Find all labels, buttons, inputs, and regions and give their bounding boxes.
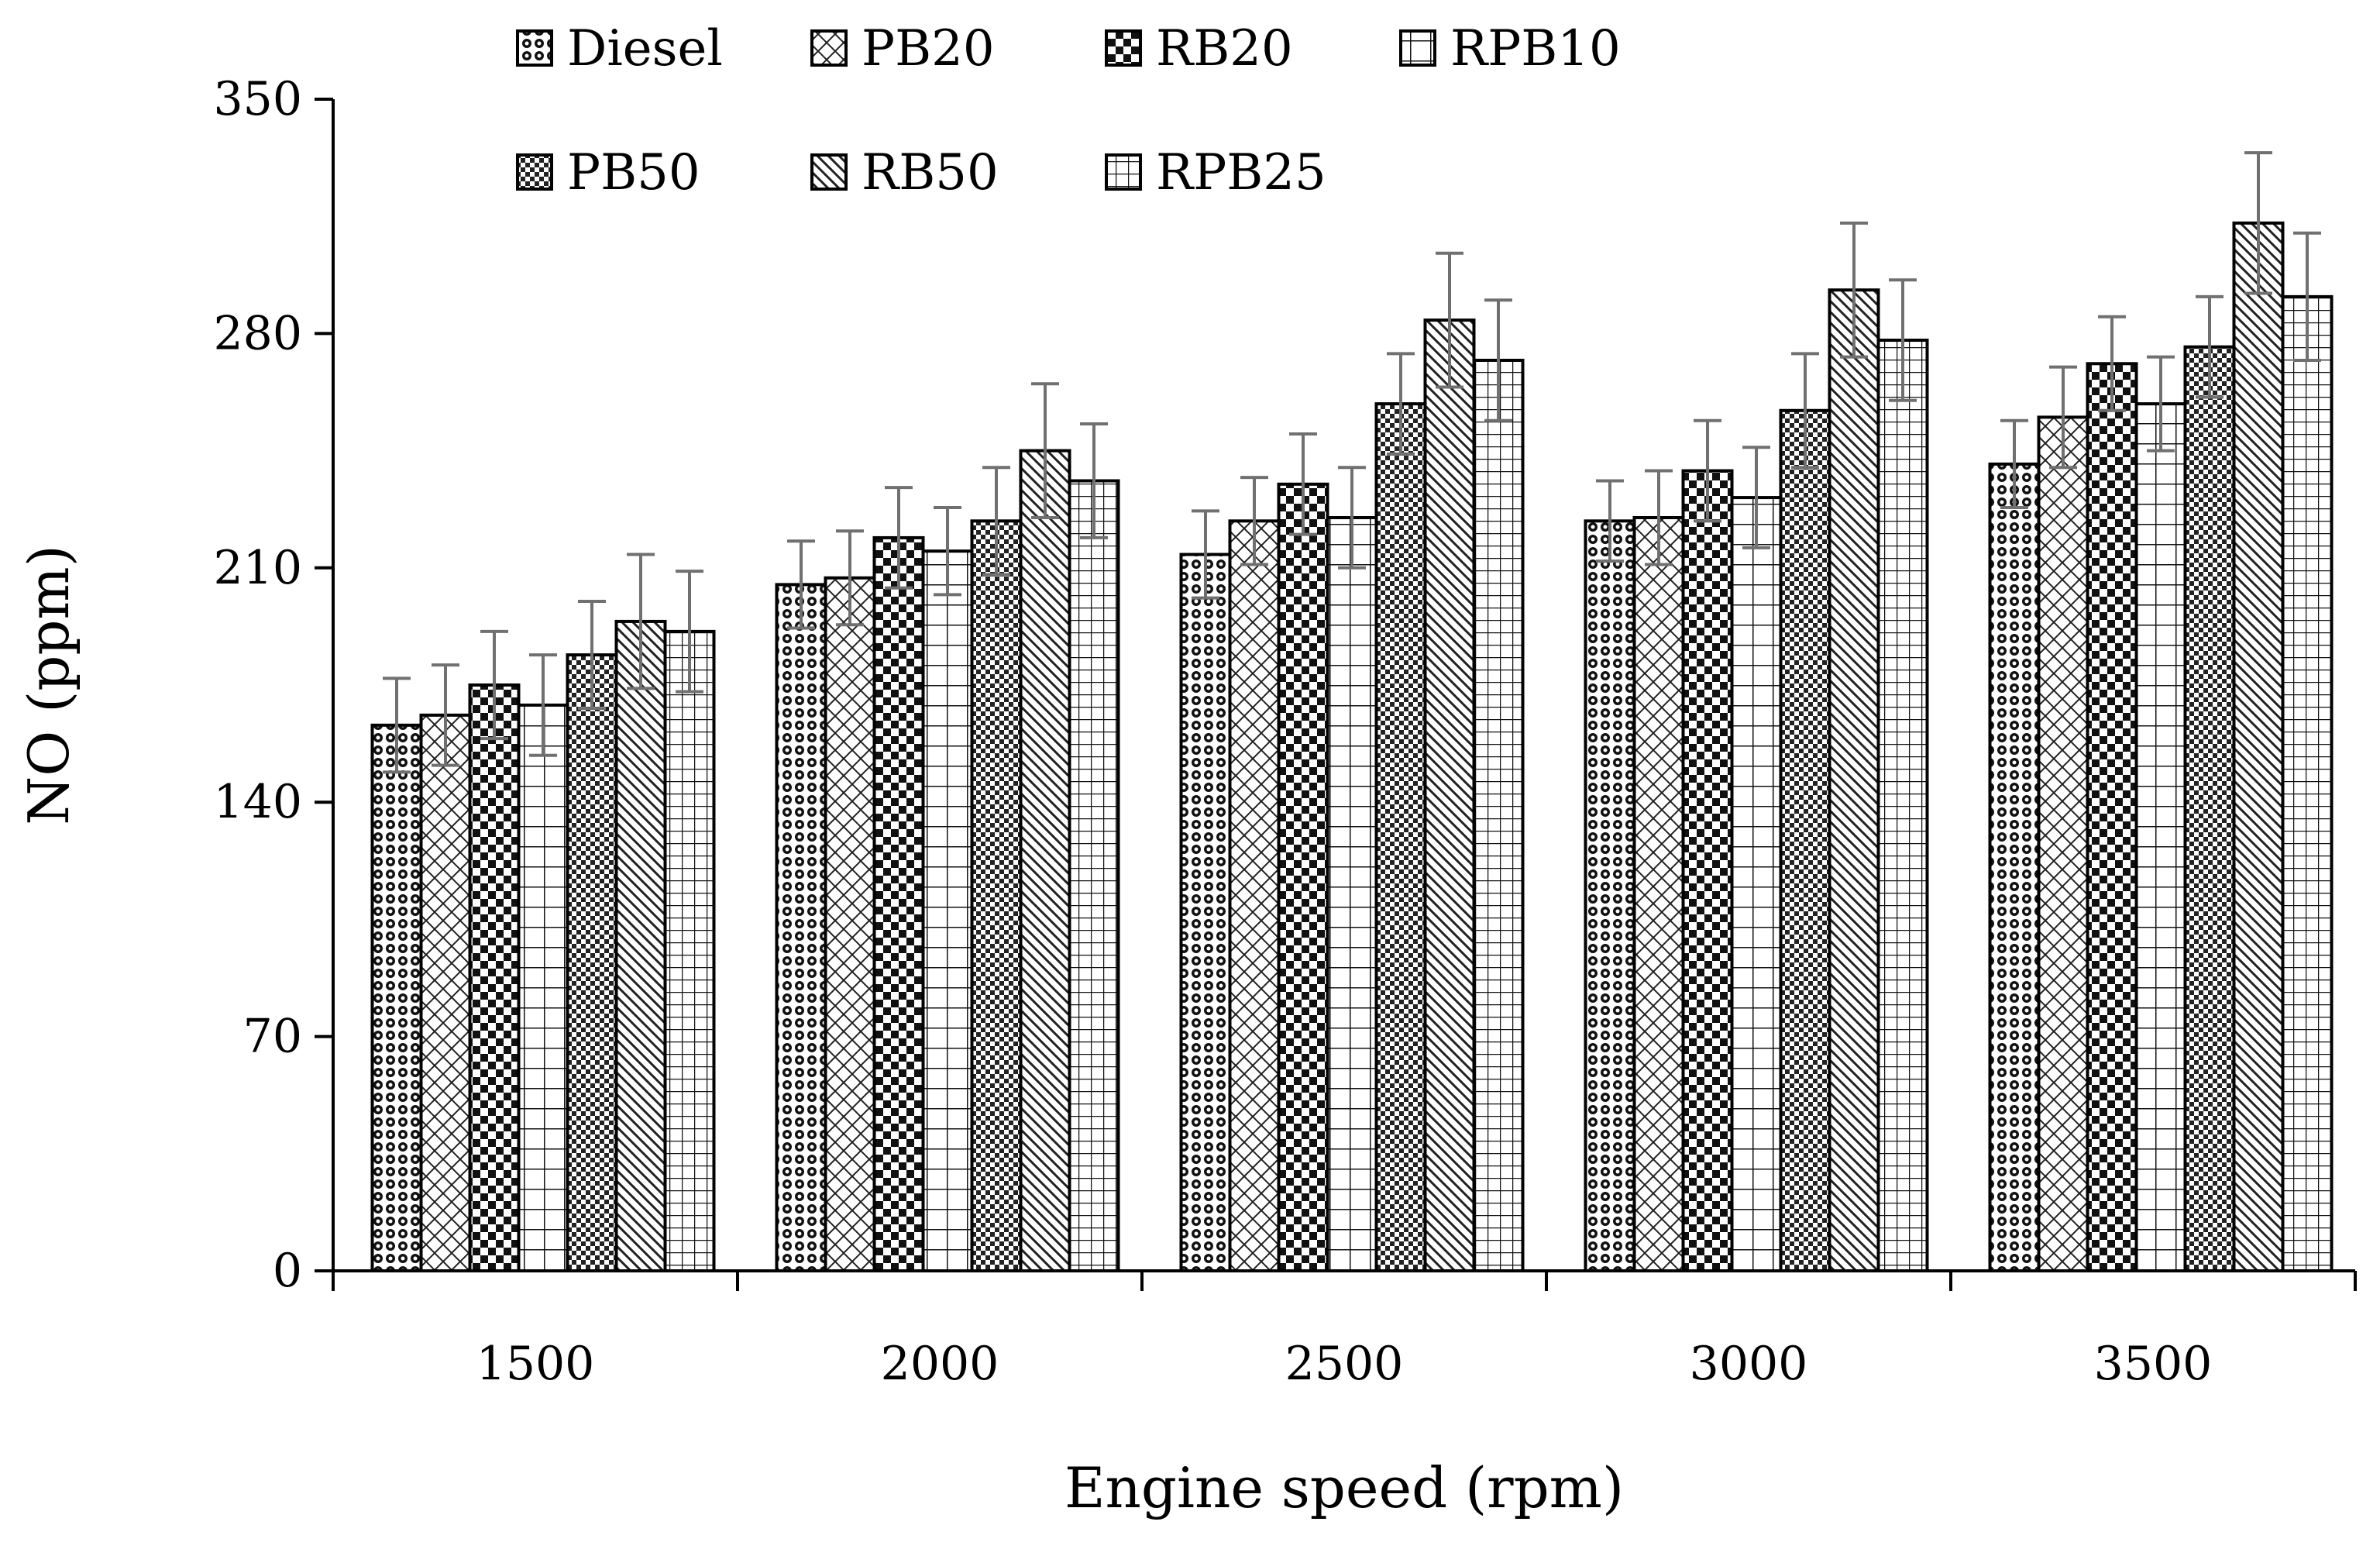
y-axis-title: NO (ppm) bbox=[16, 545, 81, 825]
legend-label-rb20: RB20 bbox=[1156, 20, 1293, 77]
bar-rpb25-3500 bbox=[2281, 294, 2334, 1272]
legend-swatch-rpb10 bbox=[1399, 29, 1436, 67]
bar-rb50-2000 bbox=[1019, 449, 1071, 1272]
bar-rpb10-1500 bbox=[517, 703, 569, 1272]
bar-pb50-2000 bbox=[970, 519, 1023, 1272]
legend-label-pb50: PB50 bbox=[567, 144, 700, 201]
bar-rpb10-3500 bbox=[2134, 402, 2187, 1272]
bar-diesel-2500 bbox=[1179, 553, 1232, 1272]
y-tick-label: 70 bbox=[243, 1010, 302, 1064]
bar-rb50-2500 bbox=[1423, 318, 1476, 1272]
bar-rpb25-3000 bbox=[1876, 339, 1929, 1272]
bar-pb50-3500 bbox=[2183, 345, 2236, 1272]
bar-rb50-3000 bbox=[1828, 288, 1880, 1272]
bar-rpb10-2500 bbox=[1326, 516, 1378, 1272]
legend-label-rb50: RB50 bbox=[862, 144, 999, 201]
y-tick-label: 350 bbox=[213, 72, 302, 126]
y-tick-label: 280 bbox=[213, 306, 302, 360]
bar-diesel-3500 bbox=[1988, 462, 2041, 1272]
y-tick-label: 210 bbox=[213, 541, 302, 595]
x-axis-title: Engine speed (rpm) bbox=[1064, 1455, 1624, 1520]
bar-pb20-3500 bbox=[2037, 415, 2089, 1272]
x-tick-label: 3000 bbox=[1690, 1337, 1808, 1391]
bar-diesel-1500 bbox=[370, 723, 423, 1272]
bar-pb20-1500 bbox=[419, 713, 472, 1272]
bar-rpb25-1500 bbox=[663, 629, 716, 1272]
bar-diesel-2000 bbox=[775, 583, 827, 1272]
legend-swatch-pb20 bbox=[810, 29, 848, 67]
legend: Diesel PB20 RB20 RPB10 PB50 RB50 RPB25 bbox=[516, 20, 1621, 201]
legend-label-diesel: Diesel bbox=[567, 20, 723, 77]
bar-diesel-3000 bbox=[1584, 519, 1636, 1272]
bar-rb20-3500 bbox=[2086, 362, 2138, 1272]
y-tick-label: 140 bbox=[213, 775, 302, 829]
legend-label-pb20: PB20 bbox=[862, 20, 995, 77]
x-tick-label: 2000 bbox=[881, 1337, 999, 1391]
bar-rpb10-3000 bbox=[1730, 496, 1783, 1272]
bar-rpb10-2000 bbox=[921, 549, 974, 1272]
bar-rb20-2000 bbox=[872, 535, 925, 1272]
error-bars bbox=[383, 151, 2321, 774]
x-tick-label: 3500 bbox=[2094, 1337, 2213, 1391]
y-axis-ticks: 0 70 140 210 280 350 bbox=[213, 72, 333, 1298]
y-tick-label: 0 bbox=[273, 1244, 302, 1298]
bar-pb20-2000 bbox=[824, 576, 876, 1272]
legend-swatch-pb50 bbox=[516, 153, 553, 191]
bar-pb20-2500 bbox=[1228, 519, 1281, 1272]
x-tick-label: 2500 bbox=[1285, 1337, 1404, 1391]
x-axis-ticks: 1500 2000 2500 3000 3500 bbox=[332, 1271, 2357, 1391]
legend-label-rpb10: RPB10 bbox=[1450, 20, 1621, 77]
bar-series bbox=[370, 221, 2334, 1273]
bar-rpb25-2000 bbox=[1068, 479, 1120, 1272]
legend-swatch-rb20 bbox=[1105, 29, 1142, 67]
bar-pb50-3000 bbox=[1779, 408, 1831, 1272]
x-tick-label: 1500 bbox=[476, 1337, 595, 1391]
legend-swatch-diesel bbox=[516, 29, 553, 67]
legend-label-rpb25: RPB25 bbox=[1156, 144, 1326, 201]
bar-rb20-3000 bbox=[1681, 469, 1734, 1272]
bar-rb20-1500 bbox=[468, 683, 521, 1272]
bar-pb50-2500 bbox=[1374, 402, 1427, 1272]
bar-rb50-3500 bbox=[2232, 221, 2285, 1273]
bar-pb50-1500 bbox=[566, 653, 618, 1272]
legend-swatch-rb50 bbox=[810, 153, 848, 191]
legend-swatch-rpb25 bbox=[1105, 153, 1142, 191]
bar-rpb25-2500 bbox=[1472, 358, 1525, 1273]
bar-rb50-1500 bbox=[614, 619, 667, 1272]
bar-rb20-2500 bbox=[1277, 482, 1329, 1272]
bar-pb20-3000 bbox=[1632, 516, 1685, 1272]
